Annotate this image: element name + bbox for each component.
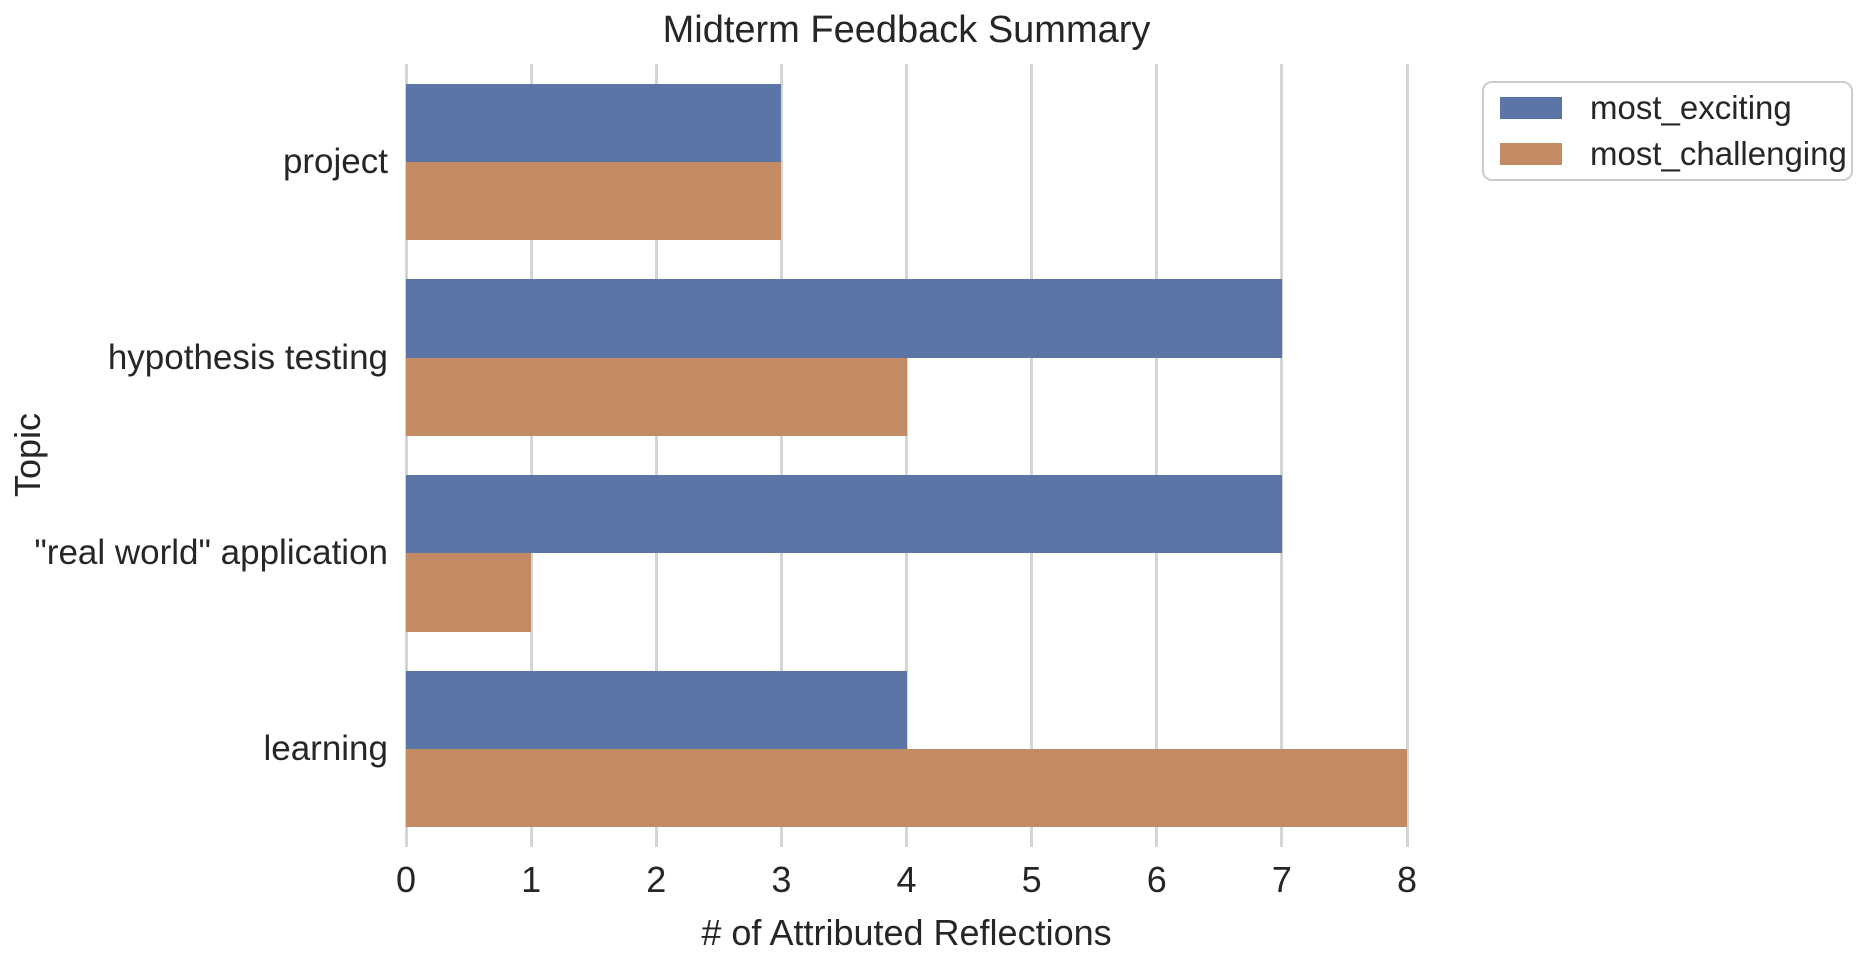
legend-swatch-most-challenging xyxy=(1500,143,1562,165)
bar-most_challenging-learning xyxy=(406,749,1407,828)
gridline-x-4 xyxy=(905,64,908,847)
y-tick-label-real-world-application: "real world" application xyxy=(34,533,388,573)
plot-area xyxy=(404,64,1409,847)
gridline-x-5 xyxy=(1030,64,1034,847)
gridline-x-1 xyxy=(529,64,533,847)
x-tick-label-5: 5 xyxy=(1021,859,1042,900)
bar-most_challenging-hypothesis-testing xyxy=(406,357,907,436)
x-axis-label: # of Attributed Reflections xyxy=(701,912,1112,953)
chart-title: Midterm Feedback Summary xyxy=(662,9,1151,51)
gridline-x-0 xyxy=(404,64,408,847)
bar-most_exciting-project xyxy=(406,83,782,162)
legend-label-most-challenging: most_challenging xyxy=(1590,135,1847,172)
legend-item-most-exciting: most_exciting xyxy=(1500,88,1851,128)
gridline-x-6 xyxy=(1155,64,1159,847)
gridline-x-7 xyxy=(1280,64,1284,847)
bar-most_challenging-project xyxy=(406,161,782,241)
y-tick-labels: project hypothesis testing "real world" ap… xyxy=(0,64,390,847)
x-tick-label-3: 3 xyxy=(771,859,792,900)
x-tick-label-4: 4 xyxy=(896,859,917,900)
x-tick-label-7: 7 xyxy=(1271,859,1292,900)
legend-swatch-most-exciting xyxy=(1500,97,1562,119)
y-tick-label-project: project xyxy=(282,141,388,181)
gridline-x-2 xyxy=(654,64,658,847)
bar-most_challenging-real-world-application xyxy=(406,553,532,632)
x-tick-labels: 0 1 2 3 4 5 6 7 8 xyxy=(0,860,1864,906)
legend-label-most-exciting: most_exciting xyxy=(1590,89,1792,126)
x-tick-label-8: 8 xyxy=(1396,859,1418,900)
x-tick-label-6: 6 xyxy=(1146,859,1167,900)
x-tick-label-1: 1 xyxy=(521,859,542,900)
legend: most_exciting most_challenging xyxy=(1482,81,1853,181)
x-tick-label-2: 2 xyxy=(646,859,667,900)
bar-most_exciting-real-world-application xyxy=(406,475,1282,554)
x-tick-label-0: 0 xyxy=(395,859,417,900)
y-tick-label-learning: learning xyxy=(263,729,388,769)
y-tick-label-hypothesis-testing: hypothesis testing xyxy=(107,337,388,377)
gridline-x-8 xyxy=(1405,64,1409,847)
bar-most_exciting-hypothesis-testing xyxy=(406,279,1282,358)
gridline-x-3 xyxy=(779,64,783,847)
bar-most_exciting-learning xyxy=(406,670,907,750)
legend-item-most-challenging: most_challenging xyxy=(1500,134,1851,174)
